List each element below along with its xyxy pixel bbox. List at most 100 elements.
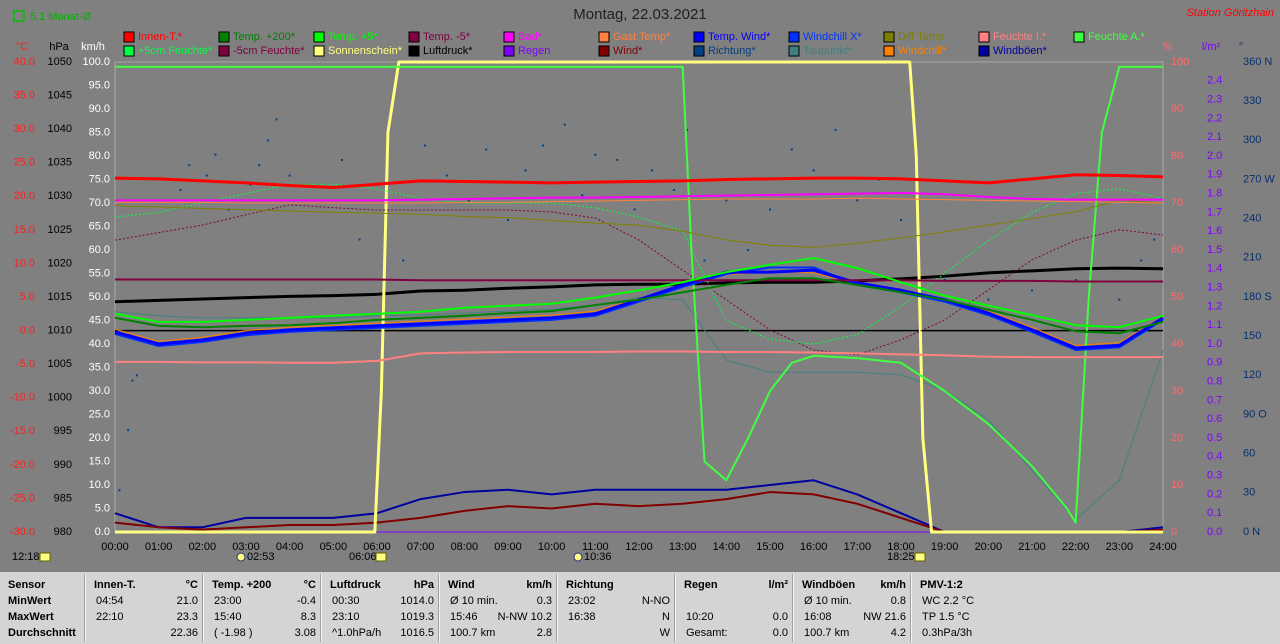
scatter-point — [249, 183, 252, 186]
axis-unit: l/m² — [1202, 41, 1221, 53]
legend-label: Diff Temp. — [898, 31, 947, 43]
scatter-point — [424, 144, 427, 147]
y-tick-label: -30.0 — [10, 526, 35, 538]
y-tick-label: 0.7 — [1207, 394, 1222, 406]
legend-label: -5cm Feuchte* — [233, 45, 305, 57]
scatter-point — [258, 164, 261, 167]
y-tick-label: 1015 — [48, 291, 72, 303]
y-tick-label: 985 — [54, 492, 72, 504]
cell-left: 04:54 — [96, 595, 124, 607]
legend-swatch — [883, 45, 895, 57]
y-tick-label: 1050 — [48, 56, 72, 68]
column-unit: hPa — [413, 579, 434, 591]
legend-label: Luftdruck* — [423, 45, 473, 57]
column-separator — [674, 574, 676, 642]
y-tick-label: 20.0 — [89, 432, 110, 444]
y-tick-label: 2.4 — [1207, 75, 1222, 87]
cell-left: WC 2.2 °C — [922, 595, 975, 607]
y-tick-label: 30 — [1243, 487, 1255, 499]
y-tick-label: 90 — [1171, 103, 1183, 115]
y-tick-label: 995 — [54, 425, 72, 437]
legend-swatch — [978, 31, 990, 43]
cell-right: 22.36 — [170, 627, 198, 639]
cell-left: ( -1.98 ) — [214, 627, 253, 639]
y-tick-label: 1020 — [48, 257, 72, 269]
y-tick-label: 0.0 — [95, 526, 110, 538]
y-tick-label: 20.0 — [14, 190, 35, 202]
y-tick-label: 1.5 — [1207, 244, 1222, 256]
y-tick-label: 0.4 — [1207, 451, 1222, 463]
legend-swatch — [503, 31, 515, 43]
y-tick-label: 50.0 — [89, 291, 110, 303]
scatter-point — [179, 188, 182, 191]
scatter-point — [633, 208, 636, 211]
moon-icon — [573, 552, 583, 562]
cell-right: W — [659, 627, 670, 639]
scatter-point — [288, 174, 291, 177]
column-separator — [910, 574, 912, 642]
cell-right: 0.0 — [772, 611, 788, 623]
series-line — [115, 60, 1163, 534]
row-label: Sensor — [8, 579, 46, 591]
scatter-point — [507, 218, 509, 221]
cell-right: 3.08 — [294, 627, 316, 639]
column-header: Innen-T. — [94, 579, 136, 591]
scatter-point — [275, 118, 278, 121]
series-line — [114, 277, 1164, 335]
column-header: Windböen — [802, 579, 856, 591]
cell-right: 2.8 — [536, 627, 552, 639]
legend-swatch — [598, 31, 610, 43]
y-tick-label: 0 — [1171, 526, 1177, 538]
y-tick-label: 270 W — [1243, 173, 1275, 185]
y-tick-label: 70 — [1171, 197, 1183, 209]
y-tick-label: 1.1 — [1207, 319, 1222, 331]
y-tick-label: 1035 — [48, 157, 72, 169]
y-tick-label: 50 — [1171, 291, 1183, 303]
cell-left: 23:02 — [568, 595, 596, 607]
series-line — [114, 266, 1164, 304]
scatter-point — [563, 123, 566, 126]
cell-left: Gesamt: — [686, 627, 728, 639]
legend-label: Regen — [518, 45, 550, 57]
y-tick-label: 0.1 — [1207, 507, 1222, 519]
scatter-point — [188, 164, 191, 167]
x-tick-label: 09:00 — [494, 541, 522, 553]
legend-label: Taupunkt* — [803, 45, 853, 57]
y-tick-label: 0.5 — [1207, 432, 1222, 444]
cell-left: ^1.0hPa/h — [332, 627, 382, 639]
y-tick-label: 0.0 — [1207, 526, 1222, 538]
y-tick-label: 60 — [1243, 448, 1255, 460]
cell-left: 16:38 — [568, 611, 596, 623]
series-line — [115, 197, 1164, 204]
y-tick-label: 0.9 — [1207, 357, 1222, 369]
scatter-point — [1118, 298, 1121, 301]
cell-right: 0.0 — [772, 627, 788, 639]
average-checkbox[interactable] — [13, 10, 25, 22]
y-tick-label: 80.0 — [89, 150, 110, 162]
y-tick-label: 330 — [1243, 95, 1261, 107]
scatter-point — [1140, 259, 1143, 262]
x-tick-label: 16:00 — [800, 541, 828, 553]
y-tick-label: 1.4 — [1207, 263, 1222, 275]
column-header: Wind — [448, 579, 475, 591]
column-unit: km/h — [880, 579, 906, 591]
column-separator — [792, 574, 794, 642]
legend-label: Sonnenschein* — [328, 45, 403, 57]
y-tick-label: 80 — [1171, 150, 1183, 162]
y-tick-label: 40 — [1171, 338, 1183, 350]
y-tick-label: 1.9 — [1207, 169, 1222, 181]
y-tick-label: 15.0 — [89, 455, 110, 467]
scatter-point — [402, 259, 405, 262]
column-separator — [320, 574, 322, 642]
y-tick-label: 0.8 — [1207, 376, 1222, 388]
y-tick-label: 2.3 — [1207, 94, 1222, 106]
y-tick-label: 0.0 — [20, 324, 35, 336]
legend-swatch — [408, 31, 420, 43]
stats-panel: Sensor MinWert MaxWert Durchschnitt Innen-T.… — [0, 572, 1280, 644]
cell-left: TP 1.5 °C — [922, 611, 970, 623]
y-tick-label: 35.0 — [89, 361, 110, 373]
event-label: 06:06 — [349, 551, 377, 563]
cell-left: 15:40 — [214, 611, 242, 623]
series-line — [114, 204, 1164, 356]
y-tick-label: 1000 — [48, 392, 72, 404]
